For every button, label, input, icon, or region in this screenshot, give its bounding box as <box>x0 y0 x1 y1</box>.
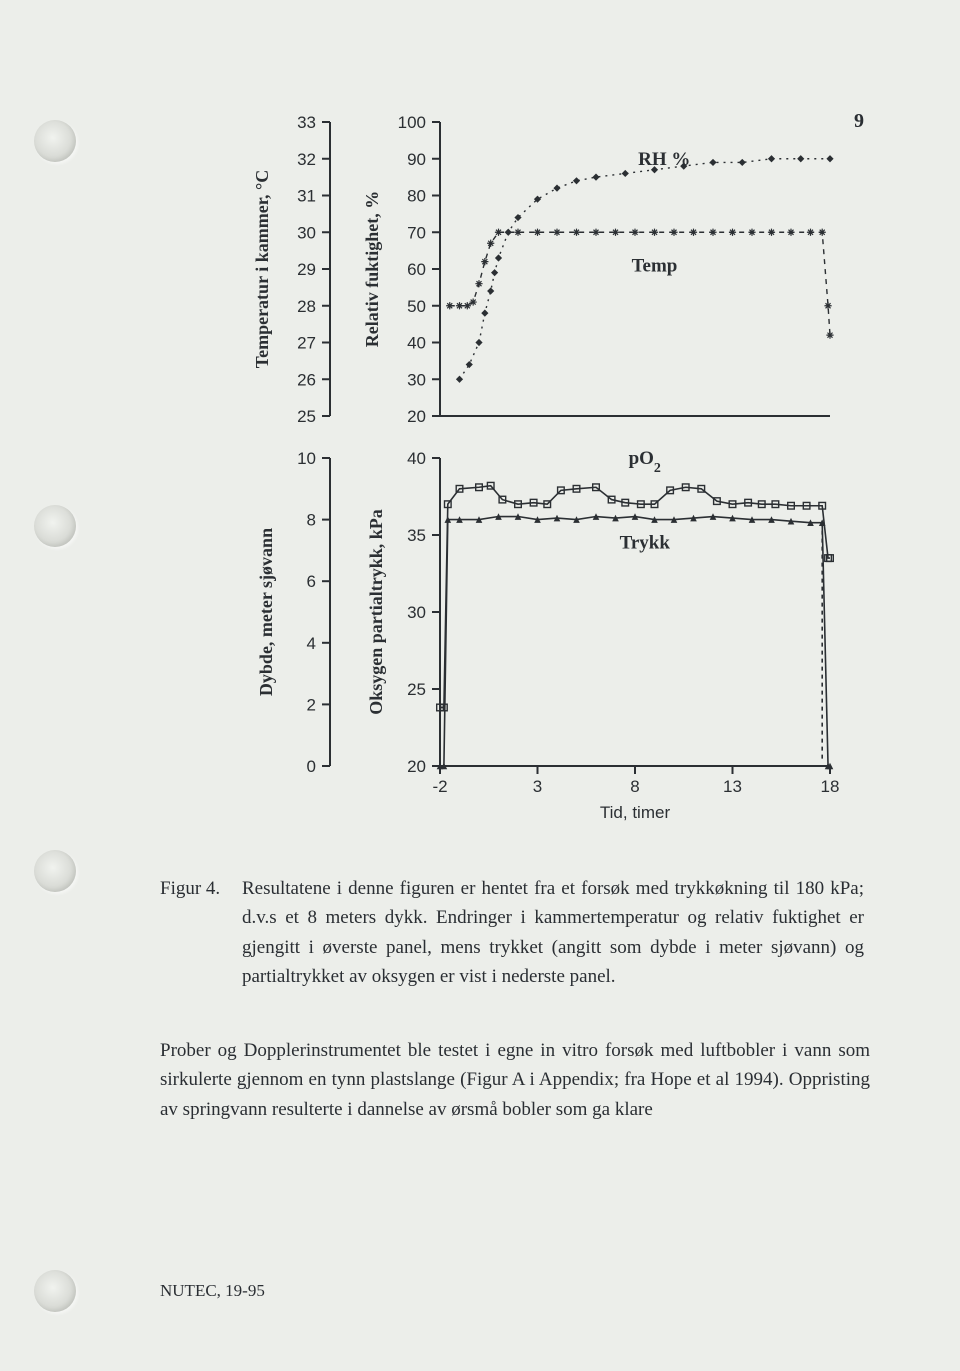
svg-text:6: 6 <box>307 572 316 591</box>
svg-text:25: 25 <box>297 407 316 426</box>
chart-top: 25 26 27 28 29 30 31 32 33 Temperatur i kammer, °… <box>220 110 840 430</box>
chart-bottom: 0 2 4 6 8 10 Dybde, meter sjøvann 20 25 30 35 40 Oks… <box>220 446 840 826</box>
svg-text:8: 8 <box>630 777 639 796</box>
svg-text:50: 50 <box>407 297 426 316</box>
svg-text:100: 100 <box>398 113 426 132</box>
svg-text:0: 0 <box>307 757 316 776</box>
svg-text:2: 2 <box>307 695 316 714</box>
svg-text:30: 30 <box>297 223 316 242</box>
svg-text:90: 90 <box>407 150 426 169</box>
svg-text:29: 29 <box>297 260 316 279</box>
footer-text: NUTEC, 19-95 <box>160 1281 265 1301</box>
svg-text:Dybde, meter sjøvann: Dybde, meter sjøvann <box>256 528 276 696</box>
svg-text:30: 30 <box>407 603 426 622</box>
svg-text:pO2: pO2 <box>629 448 661 476</box>
caption-label: Figur 4. <box>160 874 242 903</box>
svg-text:Temp: Temp <box>632 255 678 276</box>
svg-text:80: 80 <box>407 187 426 206</box>
svg-text:31: 31 <box>297 187 316 206</box>
svg-text:35: 35 <box>407 526 426 545</box>
svg-text:Temperatur i kammer, °C: Temperatur i kammer, °C <box>252 170 272 369</box>
svg-text:Relativ fuktighet, %: Relativ fuktighet, % <box>362 191 382 348</box>
figure-caption: Figur 4.Resultatene i denne figuren er h… <box>160 874 870 992</box>
svg-text:25: 25 <box>407 680 426 699</box>
body-paragraph: Prober og Dopplerinstrumentet ble testet… <box>160 1036 870 1124</box>
svg-text:40: 40 <box>407 449 426 468</box>
punch-hole <box>34 850 76 892</box>
punch-hole <box>34 505 76 547</box>
svg-text:RH %: RH % <box>638 149 690 170</box>
svg-text:28: 28 <box>297 297 316 316</box>
svg-text:10: 10 <box>297 449 316 468</box>
svg-text:40: 40 <box>407 334 426 353</box>
svg-text:32: 32 <box>297 150 316 169</box>
svg-text:4: 4 <box>307 634 316 653</box>
caption-text: Resultatene i denne figuren er hentet fr… <box>242 874 864 992</box>
svg-text:Tid, timer: Tid, timer <box>600 803 671 822</box>
svg-text:Oksygen partialtrykk, kPa: Oksygen partialtrykk, kPa <box>366 509 386 715</box>
svg-text:27: 27 <box>297 334 316 353</box>
svg-text:3: 3 <box>533 777 542 796</box>
charts-container: 252627282930313233Temperatur i kammer, °… <box>220 110 840 826</box>
svg-text:20: 20 <box>407 757 426 776</box>
svg-text:8: 8 <box>307 511 316 530</box>
svg-text:30: 30 <box>407 370 426 389</box>
svg-text:20: 20 <box>407 407 426 426</box>
svg-text:13: 13 <box>723 777 742 796</box>
punch-hole <box>34 1270 76 1312</box>
svg-text:70: 70 <box>407 223 426 242</box>
svg-text:-2: -2 <box>432 777 447 796</box>
page-number: 9 <box>854 110 864 133</box>
svg-text:33: 33 <box>297 113 316 132</box>
svg-text:60: 60 <box>407 260 426 279</box>
svg-text:Trykk: Trykk <box>620 533 671 554</box>
page: 9 252627282930313233Temperatur i kammer,… <box>0 0 960 1371</box>
svg-text:26: 26 <box>297 370 316 389</box>
svg-text:18: 18 <box>821 777 840 796</box>
punch-hole <box>34 120 76 162</box>
